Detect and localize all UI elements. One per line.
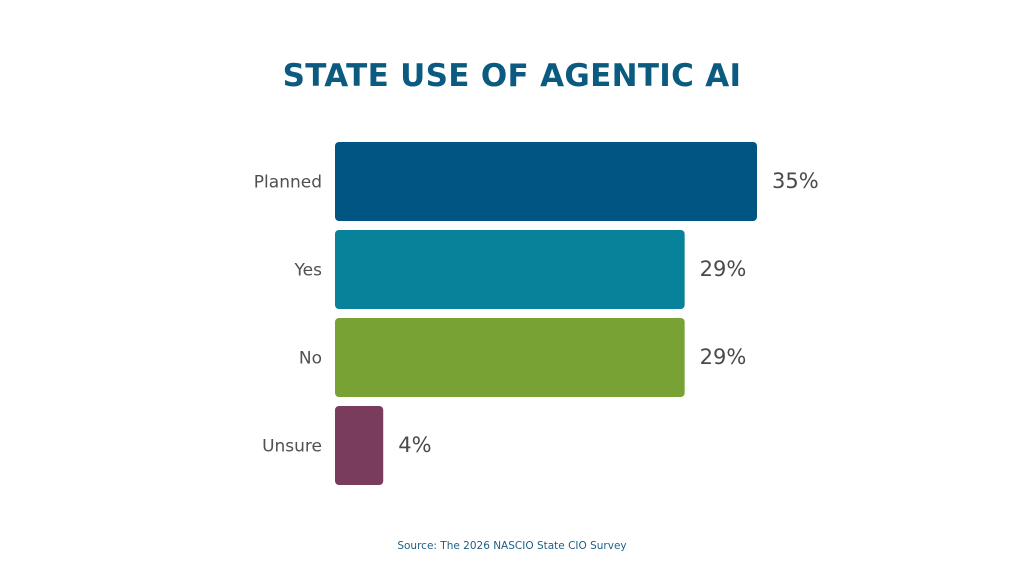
value-label-unsure: 4% xyxy=(398,433,431,457)
chart-title: STATE USE OF AGENTIC AI xyxy=(282,58,742,94)
bar-yes xyxy=(335,230,685,309)
value-label-no: 29% xyxy=(700,345,747,369)
category-label-unsure: Unsure xyxy=(262,437,322,457)
bar-unsure xyxy=(335,406,384,485)
bar-no xyxy=(335,318,685,397)
category-label-planned: Planned xyxy=(254,173,322,193)
category-label-yes: Yes xyxy=(294,261,323,281)
chart-source: Source: The 2026 NASCIO State CIO Survey xyxy=(397,540,627,552)
value-label-yes: 29% xyxy=(700,257,747,281)
value-label-planned: 35% xyxy=(772,169,819,193)
category-label-no: No xyxy=(299,349,322,369)
bar-planned xyxy=(335,142,757,221)
